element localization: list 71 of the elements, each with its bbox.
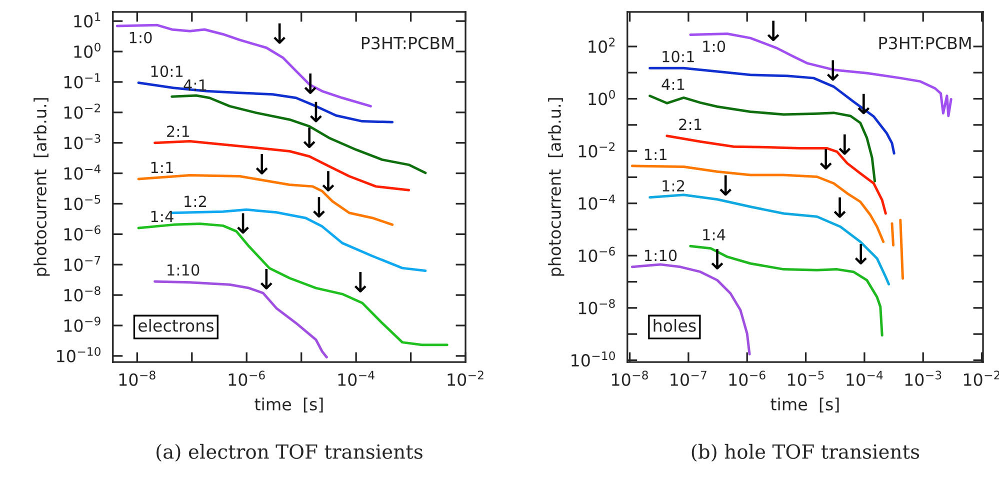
series-label: 1:1	[151, 162, 173, 174]
x-axis-title: time [s]	[254, 398, 323, 412]
annotation: ↓	[834, 197, 846, 218]
series-label: 1:2	[662, 180, 684, 192]
x-tick-label: 10$^{−8}$	[612, 370, 648, 386]
y-tick-label: 10$^{−3}$	[64, 134, 100, 150]
annotation: holes	[654, 318, 696, 332]
series-label: 2:1	[167, 126, 190, 137]
series-label: 1:1	[644, 148, 666, 160]
y-tick-label: 10$^{−2}$	[64, 104, 100, 119]
annotation: electrons	[138, 318, 214, 332]
y-tick-label: 10$^{−2}$	[578, 142, 614, 158]
y-axis-title: photocurrent [arb.u.]	[548, 98, 564, 276]
y-tick-label: 10$^{−8}$	[578, 299, 615, 314]
series-label: 1:2	[184, 196, 206, 207]
annotation: ↓	[354, 272, 366, 292]
x-tick-label: 10$^{−8}$	[119, 370, 156, 386]
x-tick-label: 10$^{−4}$	[338, 370, 374, 386]
text: (a) electron TOF transients	[156, 444, 422, 462]
annotation: ↓	[711, 249, 724, 270]
y-tick-label: 10$^{−10}$	[572, 351, 615, 367]
annotation: ↓	[720, 175, 732, 196]
y-tick-label: 10$^{1}$	[74, 12, 100, 28]
y-tick-label: 10$^{0}$	[74, 42, 100, 58]
y-tick-label: 10$^{−6}$	[578, 246, 615, 262]
y-tick-label: 10$^{−8}$	[64, 286, 100, 302]
y-tick-label: 10$^{−5}$	[64, 195, 100, 210]
annotation: ↓	[854, 244, 867, 264]
x-axis-title: time [s]	[770, 398, 839, 412]
y-tick-label: 10$^{−6}$	[64, 225, 100, 241]
series-label: 1:10	[168, 264, 200, 276]
y-axis-title: photocurrent [arb.u.]	[34, 98, 50, 276]
y-tick-label: 10$^{−7}$	[64, 256, 100, 272]
series-label: 1:4	[151, 210, 174, 222]
x-tick-label: 10$^{−3}$	[905, 370, 942, 386]
x-tick-label: 10$^{−5}$	[788, 370, 824, 386]
x-tick-label: 10$^{−7}$	[670, 370, 706, 386]
series-label: 1:0	[703, 40, 726, 52]
annotation: ↓	[310, 102, 322, 122]
annotation: ↓	[256, 154, 268, 174]
annotation: ↓	[838, 134, 851, 155]
series-label: 1:4	[703, 229, 726, 240]
y-tick-label: 10$^{−9}$	[64, 316, 100, 332]
series-label: 2:1	[679, 118, 702, 130]
annotation: ↓	[237, 213, 249, 234]
series-label: 10:1	[662, 50, 694, 62]
annotation: ↓	[274, 23, 286, 44]
annotation: ↓	[313, 197, 325, 218]
text: (b) hole TOF transients	[692, 444, 920, 462]
annotation: P3HT:PCBM	[879, 36, 971, 50]
x-tick-label: 10$^{−2}$	[448, 370, 484, 386]
y-tick-label: 10$^{2}$	[588, 38, 615, 53]
y-tick-label: 10$^{−4}$	[64, 164, 101, 180]
series-label: 4:1	[184, 80, 206, 91]
y-tick-label: 10$^{0}$	[588, 90, 615, 106]
series-label: 1:0	[130, 32, 152, 44]
y-tick-label: 10$^{−1}$	[64, 73, 100, 88]
series-label: 1:10	[644, 250, 677, 262]
x-tick-label: 10$^{−6}$	[228, 370, 265, 386]
annotation: ↓	[260, 269, 272, 290]
y-tick-label: 10$^{−10}$	[57, 347, 100, 362]
annotation: ↓	[767, 20, 780, 42]
annotation: ↓	[820, 149, 832, 170]
annotation: ↓	[322, 171, 334, 192]
x-tick-label: 10$^{−4}$	[846, 370, 883, 386]
x-tick-label: 10$^{−6}$	[729, 370, 766, 386]
series-label: 10:1	[151, 65, 183, 78]
annotation: P3HT:PCBM	[362, 36, 454, 50]
series-label: 4:1	[662, 78, 684, 90]
y-tick-label: 10$^{−4}$	[578, 194, 616, 210]
annotation: ↓	[303, 128, 316, 148]
